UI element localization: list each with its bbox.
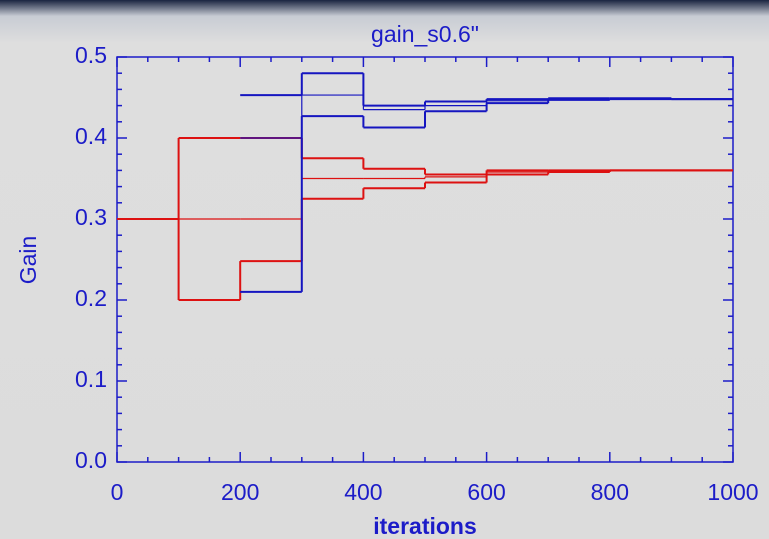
x-tick-label: 600 xyxy=(467,479,505,505)
y-tick-label: 0.1 xyxy=(75,366,107,392)
chart-title: gain_s0.6" xyxy=(371,21,479,47)
x-tick-label: 200 xyxy=(221,479,259,505)
x-tick-label: 800 xyxy=(591,479,629,505)
y-tick-label: 0.3 xyxy=(75,204,107,230)
y-axis-label: Gain xyxy=(15,236,41,285)
y-tick-label: 0.0 xyxy=(75,447,107,473)
y-tick-label: 0.4 xyxy=(75,123,107,149)
y-tick-label: 0.2 xyxy=(75,285,107,311)
x-tick-label: 1000 xyxy=(707,479,758,505)
x-tick-label: 0 xyxy=(111,479,124,505)
x-axis-label: iterations xyxy=(373,513,477,539)
x-tick-label: 400 xyxy=(344,479,382,505)
y-tick-label: 0.5 xyxy=(75,42,107,68)
